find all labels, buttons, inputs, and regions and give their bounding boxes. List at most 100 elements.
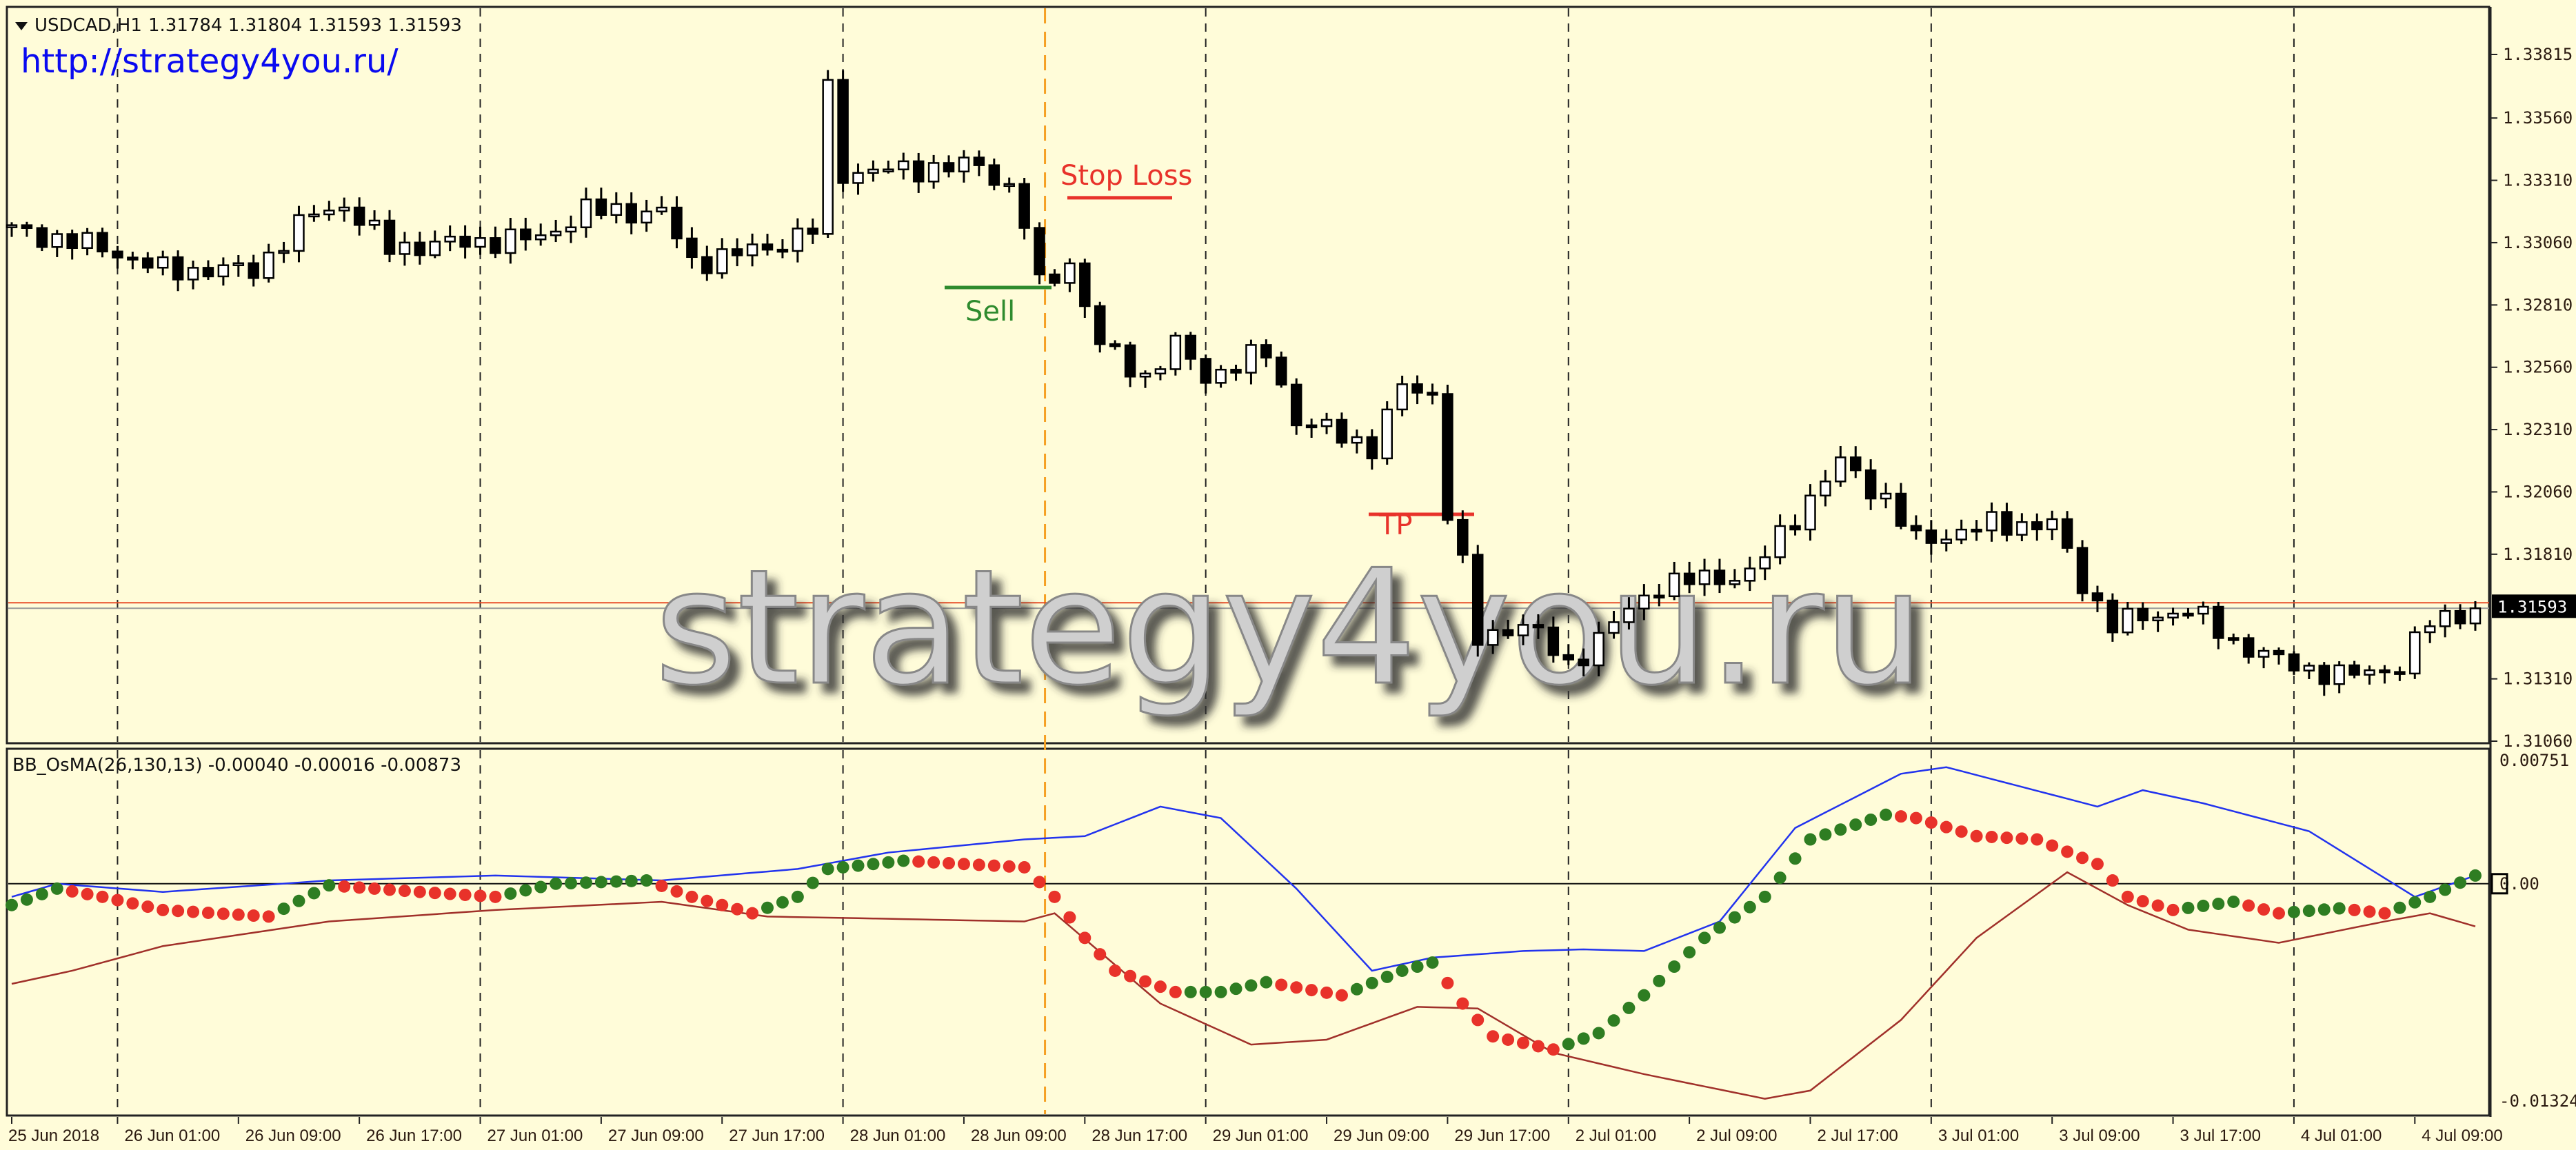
osma-dot-falling	[187, 905, 200, 918]
price-tick-label: 1.32560	[2503, 358, 2573, 377]
time-tick-label: 4 Jul 09:00	[2422, 1127, 2502, 1145]
time-tick-label: 27 Jun 09:00	[608, 1127, 704, 1145]
candle-bullish	[716, 248, 728, 274]
candle-bearish	[1079, 262, 1091, 307]
osma-dot-falling	[172, 905, 185, 918]
candle-bearish	[2106, 599, 2119, 634]
zero-marker	[2491, 873, 2508, 895]
osma-dot-falling	[731, 902, 744, 916]
candle-bearish	[2348, 664, 2360, 676]
osma-dot-rising	[1426, 956, 1439, 969]
osma-dot-rising	[1773, 871, 1787, 885]
osma-dot-rising	[292, 894, 305, 907]
osma-dot-falling	[1290, 981, 1303, 994]
osma-dot-rising	[1819, 828, 1832, 841]
candle-bullish	[1623, 607, 1635, 623]
osma-dot-rising	[867, 858, 880, 871]
candle-bearish	[2394, 671, 2406, 675]
candle-bearish	[912, 160, 925, 183]
candle-bullish	[1064, 262, 1076, 284]
osma-indicator	[6, 766, 2482, 1100]
osma-dot-rising	[1864, 813, 1878, 826]
candle-bullish	[1593, 632, 1604, 667]
osma-dot-rising	[2197, 899, 2210, 912]
osma-dot-falling	[459, 888, 472, 901]
candle-bullish	[1955, 528, 1967, 541]
candle-bullish	[278, 250, 290, 254]
candle-bearish	[248, 262, 259, 279]
osma-dot-falling	[1094, 948, 1107, 961]
osma-dot-rising	[1638, 989, 1651, 1002]
candle-bullish	[1487, 629, 1499, 646]
candle-bearish	[2318, 665, 2331, 685]
osma-dot-falling	[2031, 833, 2044, 846]
time-tick-label: 27 Jun 01:00	[487, 1127, 583, 1145]
candle-bearish	[490, 237, 501, 254]
site-link[interactable]: http://strategy4you.ru/	[21, 42, 399, 81]
candle-bullish	[444, 235, 456, 243]
candle-bullish	[641, 210, 652, 224]
candle-bullish	[1351, 436, 1363, 444]
candle-bearish	[595, 198, 607, 216]
osma-dot-falling	[1048, 890, 1061, 903]
lower-band-line	[11, 871, 2476, 1100]
candle-bullish	[474, 237, 486, 248]
osma-dot-falling	[1940, 820, 1953, 834]
candle-bullish	[2016, 521, 2028, 536]
watermark: strategy4you.ru	[654, 536, 1926, 722]
candle-bearish	[2227, 637, 2240, 641]
osma-dot-falling	[157, 903, 170, 916]
time-tick-label: 29 Jun 01:00	[1213, 1127, 1309, 1145]
time-tick-label: 26 Jun 09:00	[245, 1127, 341, 1145]
osma-dot-rising	[625, 874, 638, 887]
osma-dot-falling	[2348, 903, 2361, 916]
candle-bullish	[2439, 609, 2451, 627]
osma-dot-falling	[2121, 890, 2134, 903]
candle-bullish	[792, 228, 804, 252]
osma-dot-rising	[2227, 895, 2240, 908]
osma-dot-rising	[2182, 901, 2195, 914]
osma-dot-rising	[519, 884, 532, 897]
osma-dot-rising	[2317, 903, 2331, 916]
osma-dot-falling	[1124, 969, 1137, 982]
candle-bearish	[1094, 305, 1106, 345]
candle-bearish	[36, 227, 48, 248]
candle-bullish	[338, 206, 350, 212]
osma-dot-rising	[1380, 970, 1393, 983]
osma-dot-rising	[1365, 976, 1378, 989]
osma-dot-falling	[201, 906, 214, 919]
time-tick-label: 28 Jun 01:00	[850, 1127, 946, 1145]
candle-bearish	[2213, 605, 2224, 639]
candle-bearish	[1471, 554, 1484, 646]
osma-dot-rising	[897, 854, 910, 867]
candle-bearish	[97, 232, 108, 253]
candle-bullish	[867, 168, 879, 174]
osma-dot-rising	[2424, 890, 2437, 903]
candle-bearish	[2031, 521, 2043, 531]
osma-dot-falling	[338, 880, 351, 893]
collapse-triangle-icon[interactable]	[15, 22, 28, 30]
osma-dot-rising	[1184, 985, 1197, 998]
candle-bullish	[232, 262, 245, 266]
osma-dot-falling	[746, 907, 759, 920]
candle-bullish	[1396, 383, 1408, 411]
osma-dot-falling	[2166, 903, 2180, 916]
osma-dot-falling	[2151, 899, 2164, 912]
osma-dot-rising	[35, 887, 48, 900]
candle-bearish	[2288, 653, 2300, 672]
indicator-tick-label: 0.00	[2499, 874, 2539, 894]
candle-bullish	[2364, 669, 2375, 676]
candle-bullish	[6, 224, 18, 228]
osma-dot-rising	[504, 887, 517, 900]
candle-bullish	[1154, 368, 1167, 375]
candle-bullish	[1608, 621, 1620, 634]
tp-label: TP	[1378, 510, 1413, 541]
osma-dot-rising	[1683, 946, 1696, 959]
candle-bearish	[973, 157, 985, 166]
candle-bearish	[2454, 609, 2466, 625]
osma-dot-falling	[81, 887, 94, 900]
osma-dot-falling	[1320, 986, 1334, 999]
candle-bearish	[1789, 525, 1801, 531]
candle-bullish	[323, 210, 335, 216]
